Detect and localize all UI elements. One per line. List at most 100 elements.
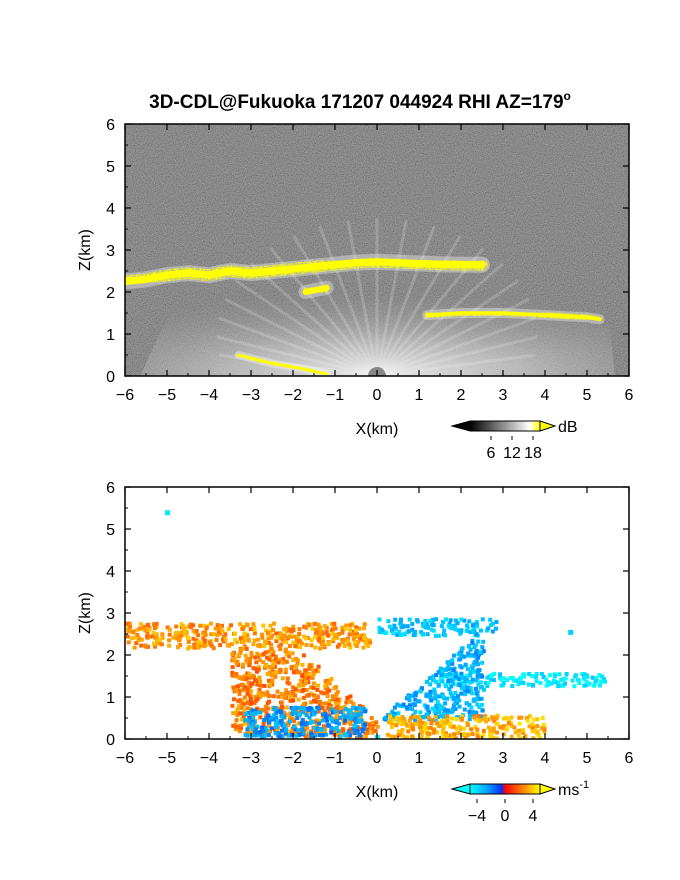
velocity-y-tick-label: 4	[106, 564, 115, 581]
velocity-pixel	[280, 637, 285, 642]
velocity-pixel	[179, 630, 184, 635]
snr-x-axis-label: X(km)	[356, 421, 399, 438]
velocity-pixel	[392, 711, 397, 716]
snr-colorbar-tick-label: 18	[524, 445, 542, 462]
velocity-pixel	[284, 688, 289, 693]
velocity-pixel	[257, 658, 262, 663]
velocity-pixel	[407, 629, 412, 634]
velocity-pixel	[129, 636, 134, 641]
velocity-pixel	[249, 654, 254, 659]
velocity-pixel	[293, 693, 297, 698]
velocity-pixel	[366, 644, 371, 648]
velocity-pixel	[260, 725, 265, 730]
velocity-pixel	[294, 710, 299, 715]
snr-beam-ray	[216, 335, 378, 376]
velocity-pixel	[391, 718, 396, 723]
velocity-pixel	[261, 623, 266, 628]
velocity-pixel	[333, 709, 338, 714]
velocity-pixel	[267, 670, 272, 675]
velocity-pixel	[495, 730, 500, 735]
velocity-pixel	[267, 723, 272, 728]
velocity-pixel	[229, 642, 234, 647]
velocity-pixel	[127, 629, 132, 634]
velocity-pixel	[234, 687, 239, 692]
velocity-pixel	[291, 690, 296, 695]
velocity-pixel	[444, 731, 448, 736]
velocity-pixel	[430, 623, 435, 627]
velocity-pixel	[396, 729, 401, 734]
velocity-pixel	[444, 712, 449, 717]
velocity-pixel	[202, 644, 207, 649]
velocity-pixel	[355, 632, 359, 637]
velocity-pixel	[301, 731, 306, 736]
velocity-pixel	[293, 727, 298, 732]
velocity-pixel	[459, 675, 464, 680]
velocity-pixel	[459, 646, 464, 651]
velocity-pixel	[385, 732, 390, 737]
velocity-pixel	[563, 681, 567, 686]
velocity-pixel	[320, 701, 325, 706]
velocity-pixel	[248, 675, 253, 680]
velocity-pixel	[570, 678, 575, 683]
velocity-pixel	[313, 668, 318, 673]
velocity-pixel	[547, 673, 552, 678]
velocity-pixel	[342, 637, 347, 642]
velocity-pixel	[526, 682, 531, 687]
velocity-pixel	[498, 672, 503, 677]
velocity-pixel	[330, 719, 335, 724]
velocity-pixel	[326, 681, 331, 686]
velocity-pixel	[527, 672, 532, 676]
velocity-pixel	[527, 714, 532, 719]
velocity-pixel	[441, 723, 446, 728]
velocity-pixel	[466, 732, 471, 737]
velocity-pixel	[509, 723, 514, 728]
velocity-pixel	[352, 723, 357, 728]
velocity-pixel	[186, 635, 191, 640]
velocity-pixel	[288, 729, 293, 734]
velocity-pixel	[291, 669, 296, 674]
velocity-pixel	[238, 711, 243, 716]
velocity-pixel	[491, 729, 495, 734]
velocity-pixel	[450, 672, 455, 677]
velocity-pixel	[476, 655, 480, 660]
velocity-pixel	[518, 736, 523, 739]
snr-x-tick-label: −2	[284, 387, 302, 404]
velocity-pixel	[377, 617, 382, 622]
velocity-pixel	[440, 619, 445, 624]
velocity-pixel	[230, 665, 235, 670]
velocity-x-axis-label: X(km)	[356, 784, 399, 801]
velocity-pixel	[167, 627, 172, 632]
velocity-pixel	[182, 626, 187, 631]
velocity-colorbar: −4 0 4 ms-1	[450, 779, 589, 825]
velocity-pixel	[301, 688, 306, 692]
velocity-pixel	[325, 706, 330, 710]
velocity-pixel	[340, 706, 345, 711]
velocity-pixel	[480, 645, 485, 650]
velocity-pixel	[262, 718, 267, 722]
velocity-pixel	[467, 717, 472, 722]
velocity-pixel	[337, 721, 342, 726]
velocity-pixel	[525, 716, 529, 721]
velocity-pixel	[251, 674, 256, 678]
velocity-pixel	[390, 725, 394, 729]
velocity-pixel	[243, 712, 248, 717]
velocity-pixel	[300, 727, 305, 732]
velocity-cloud-layer-east	[377, 617, 499, 638]
velocity-pixel	[329, 621, 334, 626]
snr-beam-ray	[224, 297, 378, 376]
velocity-pixel	[593, 681, 598, 686]
velocity-pixel	[142, 624, 147, 629]
velocity-pixel	[347, 711, 352, 716]
velocity-pixel	[283, 667, 288, 672]
velocity-pixel	[347, 632, 352, 637]
velocity-pixel	[348, 645, 353, 650]
velocity-pixel	[443, 734, 448, 739]
velocity-pixel	[407, 698, 412, 703]
velocity-pixel	[402, 632, 407, 637]
velocity-pixel	[244, 646, 249, 651]
velocity-pixel	[188, 622, 193, 627]
velocity-pixel	[298, 678, 303, 683]
velocity-pixel	[240, 627, 245, 631]
velocity-pixel	[283, 712, 288, 717]
velocity-pixel	[306, 672, 311, 677]
